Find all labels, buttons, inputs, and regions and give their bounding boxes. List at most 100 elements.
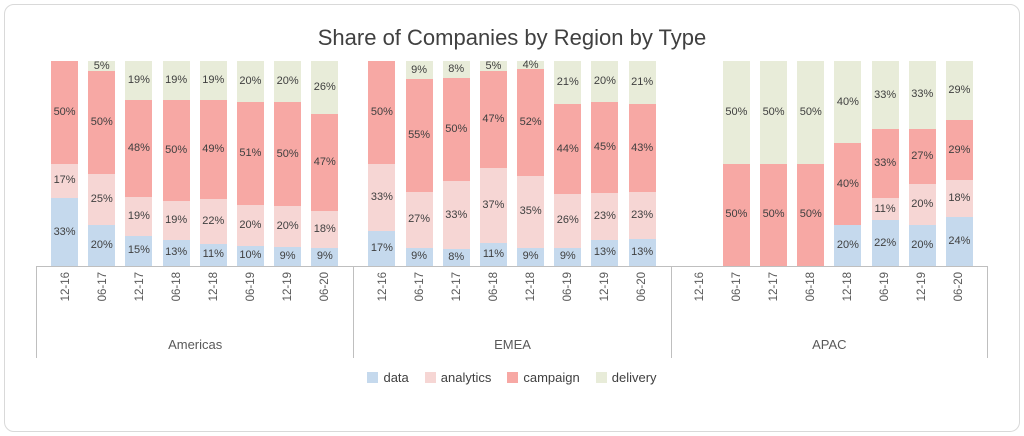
bar-segment-delivery: 33%: [908, 61, 936, 129]
axis-tick-label: 12-19: [915, 272, 928, 302]
segment-value-label: 48%: [127, 141, 150, 154]
period-tick-row: 12-16 06-17 12-17 06-18 12-18 06-19 12-19 06-20: [672, 267, 987, 331]
bar-segment-analytics: 26%: [554, 194, 582, 248]
segment-value-label: 8%: [448, 251, 465, 264]
axis-tick-12-16: 12-16: [47, 267, 84, 331]
bar-segment-campaign: 27%: [908, 128, 936, 184]
legend-label: campaign: [523, 370, 580, 385]
bar-segment-analytics: 33%: [368, 163, 396, 232]
region-label-emea: EMEA: [494, 337, 531, 352]
segment-value-label: 19%: [165, 73, 188, 86]
segment-value-label: 8%: [448, 62, 465, 75]
segment-value-label: 33%: [911, 88, 934, 101]
bar-slot-12-18: 9% 35% 52% 4%: [512, 59, 549, 266]
period-tick-row: 12-16 06-17 12-17 06-18 12-18 06-19 12-19 06-20: [354, 267, 670, 331]
segment-value-label: 24%: [948, 234, 971, 247]
segment-value-label: 35%: [519, 205, 542, 218]
bar-segment-analytics: 17%: [51, 163, 79, 199]
segment-value-label: 29%: [948, 143, 971, 156]
bar-slot-12-18: 20% 40% 40%: [829, 61, 866, 266]
bar-segment-campaign: 40%: [834, 143, 862, 225]
stacked-bar-06-17: 20% 25% 50% 5%: [88, 60, 116, 266]
segment-value-label: 43%: [631, 141, 654, 154]
bar-slot-12-17: 50% 50%: [755, 61, 792, 266]
bar-segment-analytics: 19%: [162, 201, 190, 240]
bar-segment-campaign: 50%: [722, 163, 750, 266]
segment-value-label: 20%: [90, 239, 113, 251]
axis-tick-label: 06-17: [96, 272, 109, 302]
segment-value-label: 50%: [53, 105, 76, 118]
bar-segment-delivery: 19%: [162, 61, 190, 100]
segment-value-label: 20%: [276, 220, 299, 233]
segment-value-label: 50%: [799, 105, 822, 118]
bar-segment-campaign: 50%: [162, 99, 190, 202]
segment-value-label: 17%: [370, 242, 393, 255]
segment-value-label: 33%: [874, 88, 897, 101]
segment-value-label: 17%: [53, 174, 76, 187]
bar-segment-data: 8%: [442, 249, 470, 266]
bar-segment-analytics: 23%: [591, 192, 619, 240]
segment-value-label: 52%: [519, 116, 542, 129]
axis-tick-06-19: 06-19: [232, 267, 269, 331]
bar-segment-campaign: 48%: [125, 99, 153, 197]
bar-segment-campaign: 50%: [88, 71, 116, 174]
bar-segment-data: 13%: [628, 239, 656, 266]
stacked-bar-12-17: 50% 50%: [760, 61, 788, 266]
bar-segment-campaign: 50%: [760, 163, 788, 266]
segment-value-label: 13%: [593, 246, 616, 259]
axis-tick-label: 06-19: [562, 272, 575, 302]
axis-tick-label: 12-17: [450, 272, 463, 302]
bar-segment-delivery: 20%: [236, 61, 264, 102]
segment-value-label: 5%: [485, 59, 502, 72]
segment-value-label: 18%: [313, 222, 336, 235]
bar-segment-campaign: 33%: [871, 129, 899, 198]
stacked-bar-12-19: 20% 20% 27% 33%: [908, 61, 936, 266]
stacked-bar-06-19: 10% 20% 51% 20%: [236, 61, 264, 266]
bar-slot-06-19: 22% 11% 33% 33%: [867, 61, 904, 266]
segment-value-label: 50%: [165, 143, 188, 156]
segment-value-label: 21%: [631, 76, 654, 89]
bar-segment-campaign: 50%: [274, 102, 302, 206]
bar-segment-analytics: 20%: [908, 184, 936, 225]
axis-tick-label: 06-18: [170, 272, 183, 302]
bar-segment-campaign: 44%: [554, 104, 582, 195]
segment-value-label: 9%: [559, 250, 576, 263]
stacked-bar-06-18: 11% 37% 47% 5%: [479, 59, 507, 266]
legend-item-campaign: campaign: [507, 370, 580, 385]
segment-value-label: 45%: [593, 140, 616, 153]
region-plot: 50% 50% 50% 50% 50% 50% 20% 40% 40% 22% 11% 33% 33% 2…: [671, 61, 988, 266]
axis-tick-12-19: 12-19: [587, 267, 624, 331]
stacked-bar-06-18: 50% 50%: [797, 61, 825, 266]
segment-value-label: 11%: [202, 248, 224, 261]
stacked-bar-12-16: 33% 17% 50%: [51, 61, 79, 266]
bar-segment-data: 10%: [236, 245, 264, 266]
bar-segment-campaign: 50%: [51, 61, 79, 164]
bar-segment-analytics: 23%: [628, 192, 656, 240]
bar-segment-delivery: 19%: [199, 61, 227, 100]
segment-value-label: 40%: [836, 95, 859, 108]
segment-value-label: 33%: [53, 225, 76, 238]
bar-segment-delivery: 20%: [274, 61, 302, 103]
stacked-bar-12-16: 17% 33% 50%: [368, 61, 396, 266]
axis-tick-label: 12-18: [525, 272, 538, 302]
bar-segment-analytics: 37%: [479, 167, 507, 244]
axis-tick-label: 06-17: [731, 272, 744, 302]
bar-segment-data: 11%: [199, 243, 227, 266]
category-axis-block: 12-16 06-17 12-17 06-18 12-18 06-19 12-19 06-20…: [36, 266, 354, 358]
segment-value-label: 9%: [279, 250, 296, 263]
bar-segment-delivery: 5%: [88, 60, 116, 72]
bar-segment-data: 17%: [368, 231, 396, 266]
bar-slot-06-18: 11% 37% 47% 5%: [475, 59, 512, 266]
legend-swatch-analytics: [424, 372, 436, 383]
segment-value-label: 49%: [202, 142, 225, 155]
segment-value-label: 50%: [725, 105, 748, 118]
bar-segment-delivery: 8%: [442, 61, 470, 78]
bar-segment-delivery: 19%: [125, 61, 153, 100]
bar-segment-analytics: 25%: [88, 173, 116, 225]
segment-value-label: 50%: [276, 147, 299, 160]
segment-value-label: 27%: [408, 213, 431, 226]
axis-tick-06-19: 06-19: [550, 267, 587, 331]
segment-value-label: 19%: [202, 73, 225, 86]
bar-segment-data: 13%: [162, 239, 190, 266]
legend-swatch-campaign: [507, 372, 519, 383]
